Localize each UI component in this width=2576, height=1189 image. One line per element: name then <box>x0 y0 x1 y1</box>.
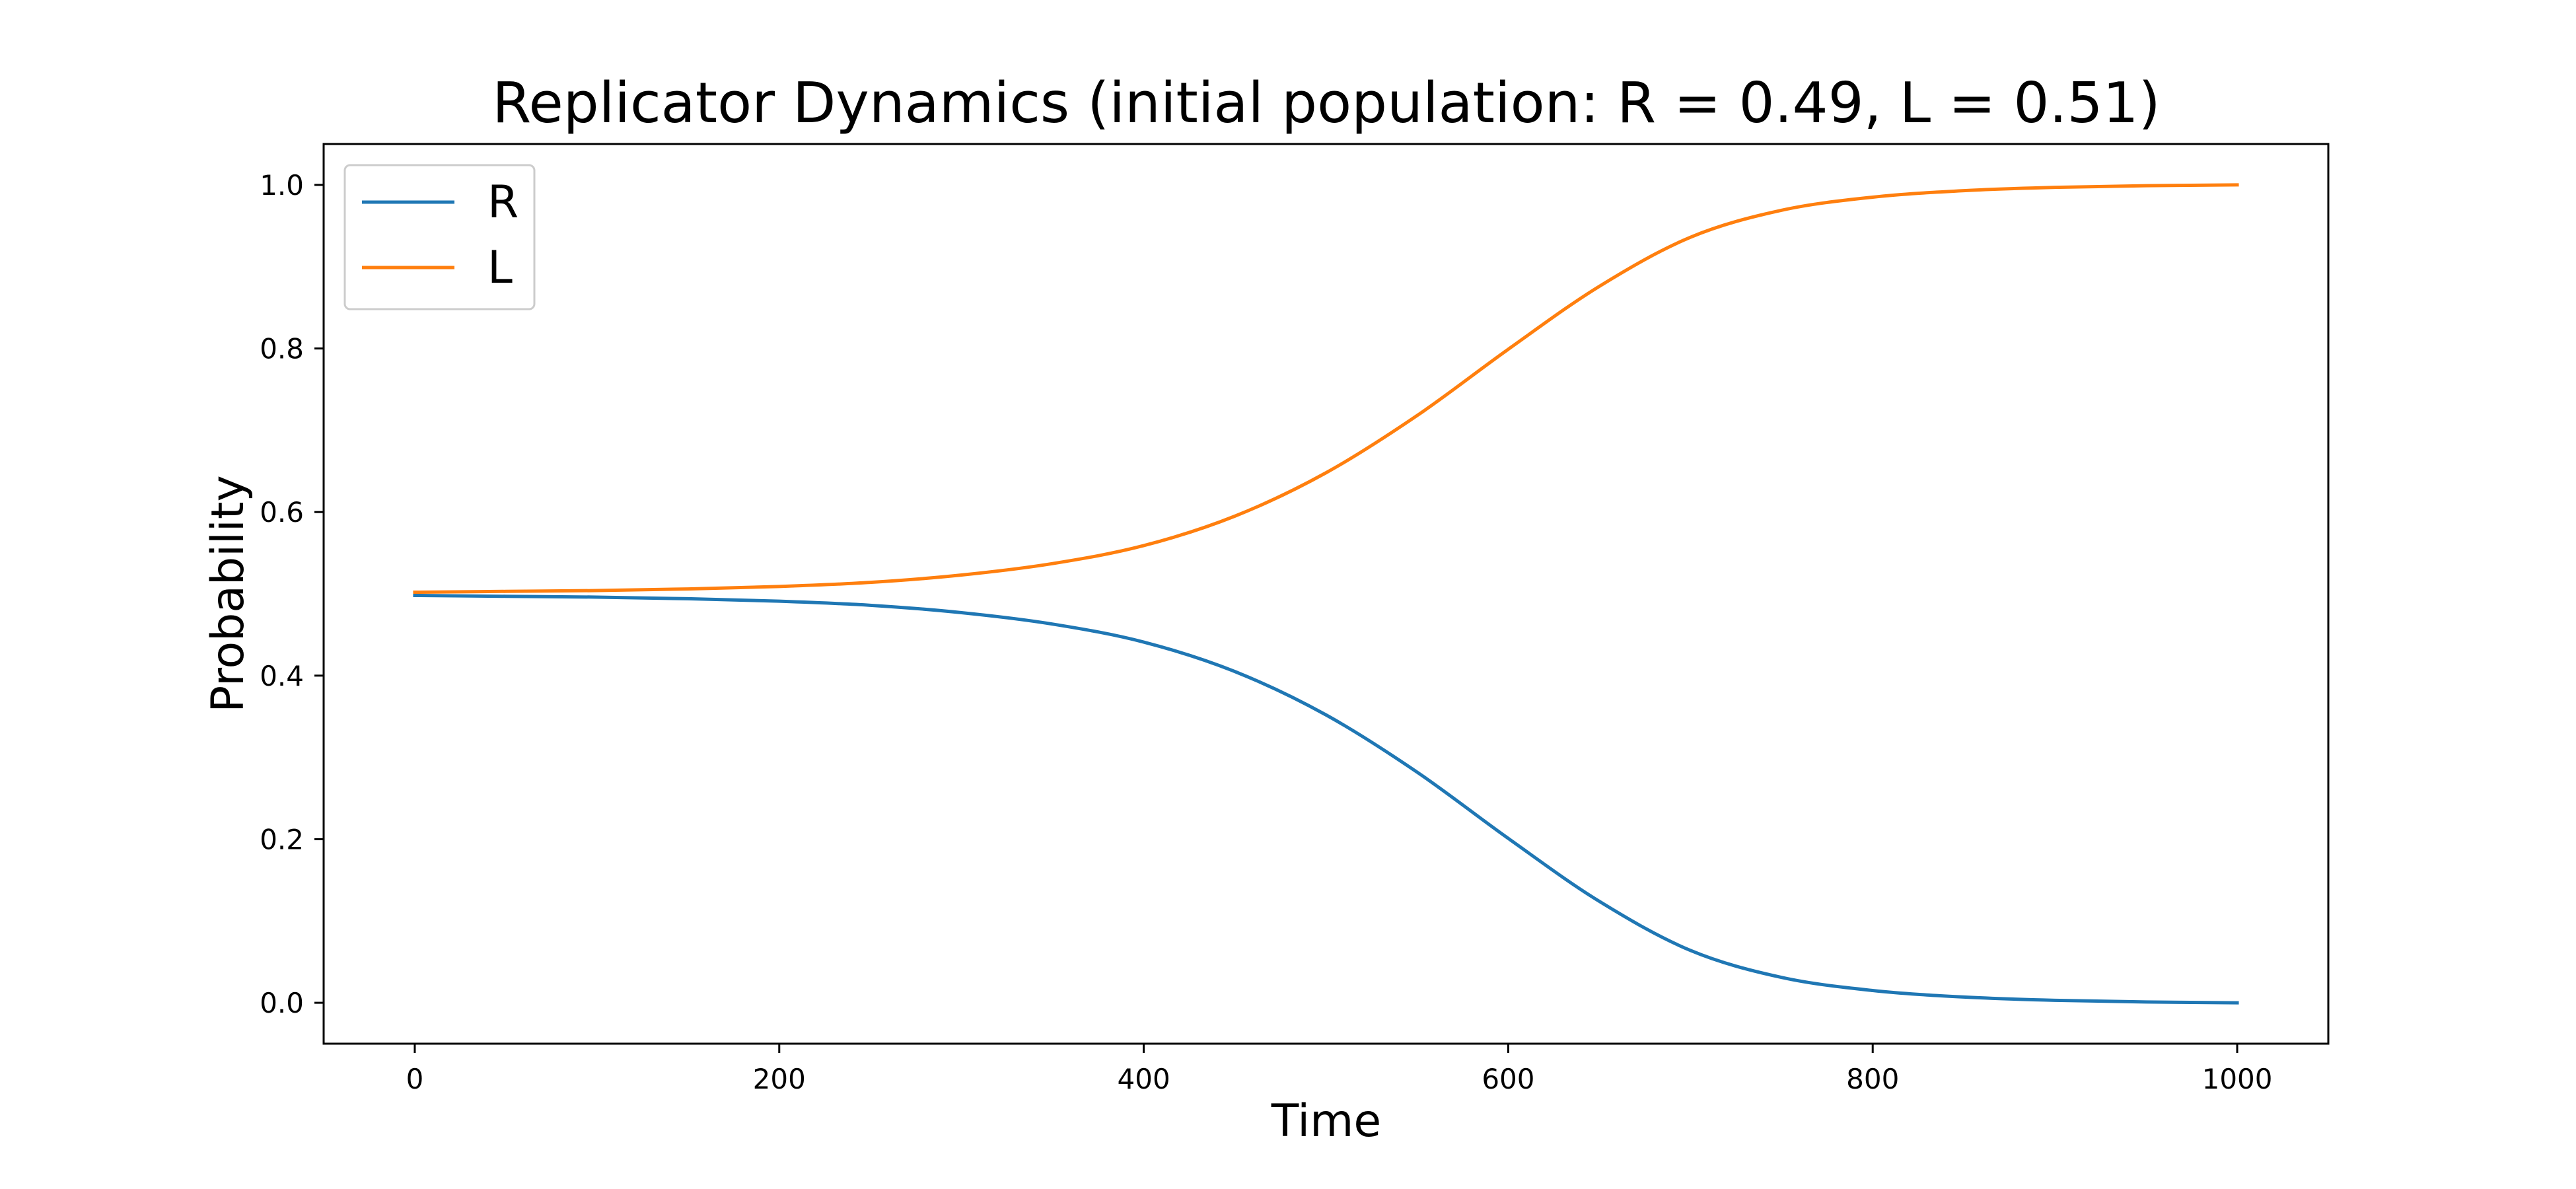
legend-label-l: L <box>487 242 513 294</box>
y-axis-ticks: 0.0 0.2 0.4 0.6 0.8 1.0 <box>260 169 324 1019</box>
y-tick-label: 0.0 <box>260 987 304 1019</box>
axes-frame <box>322 143 2330 1045</box>
x-tick-label: 0 <box>406 1063 424 1095</box>
y-axis-label: Probability <box>202 475 254 712</box>
x-tick-label: 800 <box>1846 1063 1899 1095</box>
series-lines <box>413 183 2239 1005</box>
y-tick-label: 1.0 <box>260 169 304 201</box>
x-tick-label: 1000 <box>2202 1063 2273 1095</box>
y-tick-label: 0.6 <box>260 496 304 528</box>
x-tick-label: 200 <box>753 1063 806 1095</box>
plot-area: 0 200 400 600 800 1000 0.0 0.2 0.4 0.6 0.8 1.0 <box>260 143 2330 1095</box>
x-tick-label: 600 <box>1482 1063 1534 1095</box>
series-line-r <box>413 593 2239 1005</box>
x-axis-label: Time <box>1271 1095 1381 1147</box>
legend-label-r: R <box>487 176 519 229</box>
legend: R L <box>343 164 536 310</box>
series-line-l <box>413 183 2239 594</box>
y-tick-label: 0.8 <box>260 333 304 365</box>
x-tick-label: 400 <box>1118 1063 1170 1095</box>
chart-title: Replicator Dynamics (initial population:… <box>492 71 2161 136</box>
x-axis-ticks: 0 200 400 600 800 1000 <box>406 1044 2273 1095</box>
y-tick-label: 0.4 <box>260 660 304 692</box>
y-tick-label: 0.2 <box>260 823 304 855</box>
